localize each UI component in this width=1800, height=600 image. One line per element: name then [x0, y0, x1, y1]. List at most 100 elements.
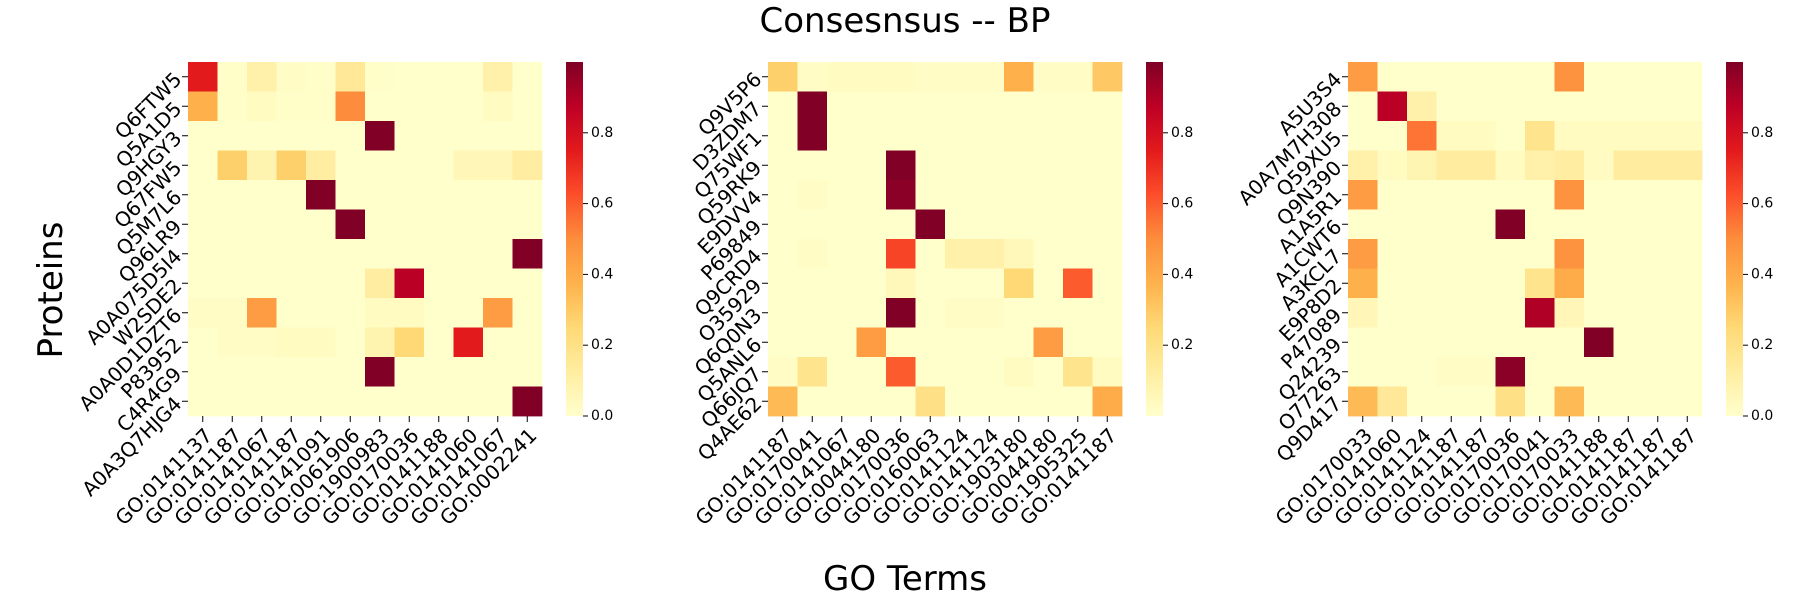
- heatmap-cell: [1554, 180, 1585, 210]
- heatmap-cell: [453, 180, 484, 210]
- heatmap-cell: [1436, 298, 1467, 328]
- heatmap-cell: [1672, 180, 1703, 210]
- heatmap-cell: [394, 386, 425, 417]
- heatmap-cell: [453, 91, 484, 122]
- heatmap-cell: [1092, 327, 1123, 358]
- heatmap-cell: [306, 327, 336, 358]
- heatmap-cell: [1033, 121, 1064, 151]
- heatmap-cell: [1407, 298, 1437, 328]
- heatmap-cell: [453, 268, 484, 299]
- heatmap-cell: [1525, 327, 1555, 358]
- heatmap-cell: [1004, 239, 1034, 269]
- heatmap-cell: [1672, 357, 1703, 387]
- heatmap-cell: [512, 357, 543, 387]
- heatmap-cell: [1584, 298, 1614, 328]
- heatmap-cell: [1004, 327, 1034, 358]
- heatmap-cell: [394, 209, 425, 240]
- heatmap-cell: [394, 62, 425, 92]
- heatmap-cell: [306, 298, 336, 328]
- heatmap-cell: [1063, 62, 1093, 92]
- heatmap-cell: [424, 327, 454, 358]
- heatmap-cell: [1495, 386, 1526, 417]
- heatmap-cell: [424, 357, 454, 387]
- heatmap-cell: [1407, 327, 1437, 358]
- heatmap-cell: [1613, 121, 1644, 151]
- heatmap-cell: [945, 121, 975, 151]
- heatmap-cell: [1466, 239, 1496, 269]
- heatmap-cell: [335, 180, 366, 210]
- heatmap-cell: [915, 239, 946, 269]
- heatmap-cell: [974, 150, 1005, 181]
- colorbar: [1146, 62, 1163, 416]
- heatmap-cell: [886, 386, 916, 417]
- heatmap-cell: [365, 121, 395, 151]
- heatmap-cell: [1063, 386, 1093, 417]
- heatmap-cell: [1063, 268, 1093, 299]
- heatmap-cell: [217, 357, 248, 387]
- heatmap-cell: [1092, 62, 1123, 92]
- heatmap-cell: [276, 268, 307, 299]
- heatmap-cell: [1613, 386, 1644, 417]
- heatmap-cell: [1436, 209, 1467, 240]
- heatmap-cell: [1525, 298, 1555, 328]
- heatmap-cell: [1643, 121, 1673, 151]
- heatmap-cell: [1672, 121, 1703, 151]
- heatmap-cell: [247, 239, 277, 269]
- heatmap-cell: [1613, 180, 1644, 210]
- heatmap-cell: [1584, 180, 1614, 210]
- heatmap-cell: [217, 121, 248, 151]
- heatmap-cell: [1407, 268, 1437, 299]
- heatmap-cell: [886, 327, 916, 358]
- heatmap-cell: [797, 327, 828, 358]
- heatmap-cell: [1495, 268, 1526, 299]
- heatmap-cell: [915, 180, 946, 210]
- heatmap-cell: [974, 62, 1005, 92]
- heatmap-cell: [188, 386, 218, 417]
- heatmap-cell: [394, 298, 425, 328]
- heatmap-cell: [365, 298, 395, 328]
- heatmap-cell: [945, 268, 975, 299]
- heatmap-cell: [915, 268, 946, 299]
- heatmap-cell: [1377, 91, 1408, 122]
- heatmap-cell: [768, 239, 798, 269]
- heatmap-cell: [1672, 298, 1703, 328]
- heatmap-cell: [1407, 121, 1437, 151]
- heatmap-cell: [915, 357, 946, 387]
- heatmap-cell: [827, 150, 857, 181]
- heatmap-cell: [335, 268, 366, 299]
- heatmap-cell: [512, 239, 543, 269]
- heatmap-cell: [483, 209, 513, 240]
- heatmap-cell: [1466, 209, 1496, 240]
- heatmap-cell: [394, 239, 425, 269]
- heatmap-cell: [1554, 62, 1585, 92]
- heatmap-cell: [768, 268, 798, 299]
- heatmap-cell: [1348, 121, 1378, 151]
- heatmap-cell: [1466, 62, 1496, 92]
- heatmap-cell: [915, 209, 946, 240]
- heatmap-cell: [974, 180, 1005, 210]
- colorbar-tick-label: 0.2: [1171, 337, 1193, 353]
- heatmap-cell: [915, 386, 946, 417]
- heatmap-cell: [856, 268, 887, 299]
- colorbar: [566, 62, 583, 416]
- heatmap-cell: [856, 180, 887, 210]
- heatmap-cell: [797, 386, 828, 417]
- heatmap-cell: [1004, 386, 1034, 417]
- heatmap-cell: [1613, 298, 1644, 328]
- heatmap-cell: [1377, 268, 1408, 299]
- heatmap-cell: [306, 209, 336, 240]
- heatmap-cell: [1033, 91, 1064, 122]
- heatmap-cell: [797, 62, 828, 92]
- heatmap-cell: [1092, 386, 1123, 417]
- heatmap-cell: [827, 239, 857, 269]
- heatmap-cell: [453, 209, 484, 240]
- heatmap-cell: [1584, 62, 1614, 92]
- heatmap-cell: [797, 121, 828, 151]
- heatmap-cell: [1033, 150, 1064, 181]
- heatmap-cell: [1495, 62, 1526, 92]
- heatmap-cell: [1613, 357, 1644, 387]
- heatmap-cell: [217, 239, 248, 269]
- heatmap-cell: [453, 150, 484, 181]
- heatmap-cell: [1525, 209, 1555, 240]
